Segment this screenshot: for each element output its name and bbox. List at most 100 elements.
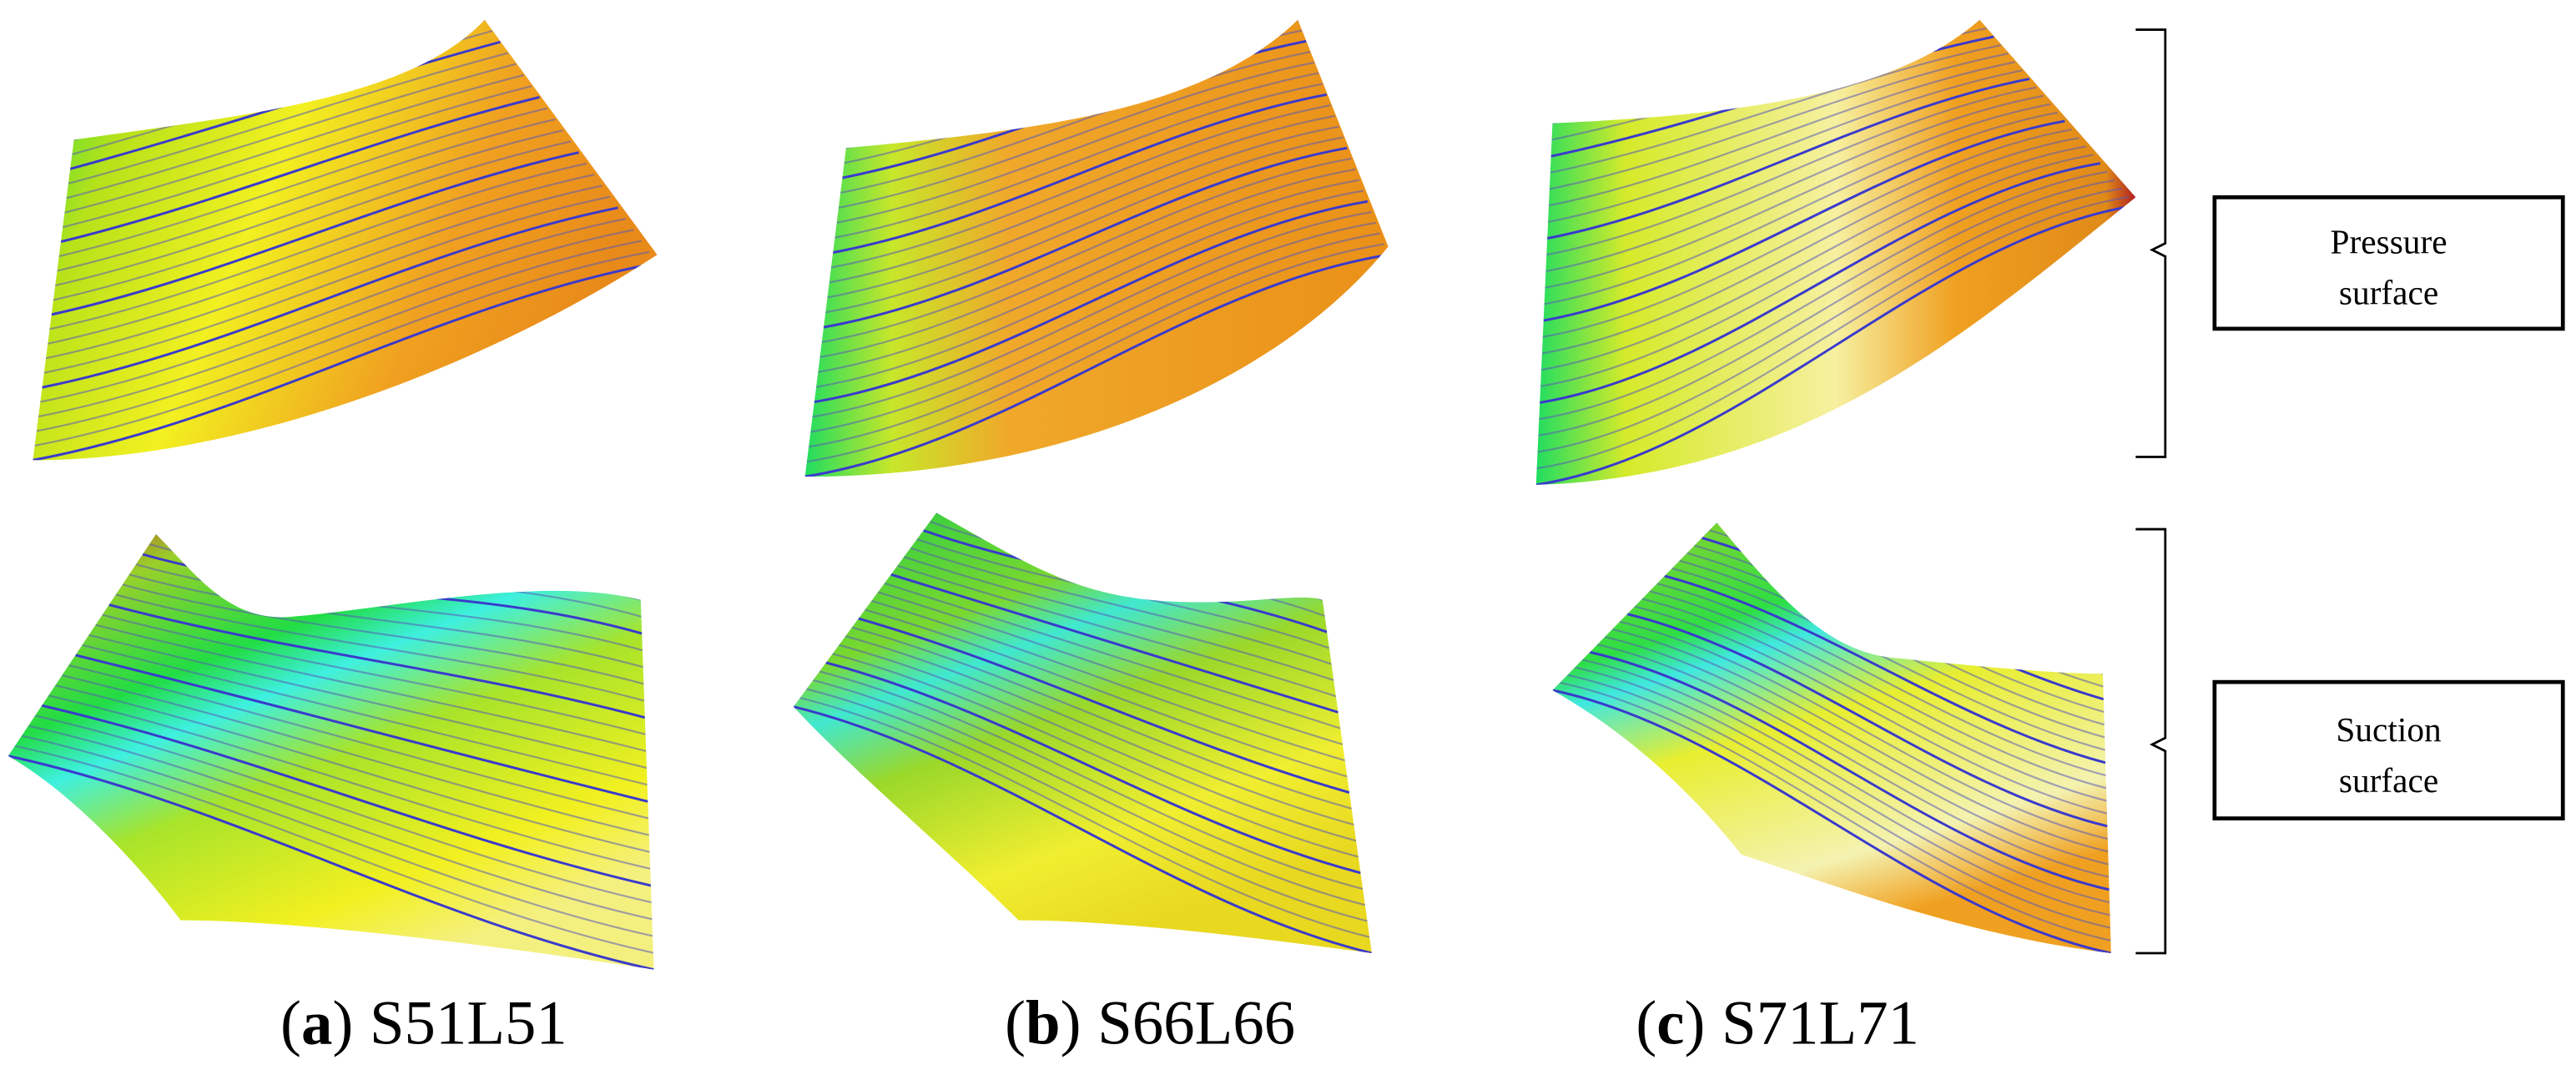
streamline: [823, 146, 1348, 329]
streamline: [1546, 78, 2030, 240]
streamline: [102, 613, 646, 735]
caption-paren: ): [332, 988, 353, 1057]
brace: [2135, 527, 2167, 955]
streamline: [829, 114, 1335, 284]
streamline: [1545, 94, 2044, 273]
streamline: [827, 125, 1339, 299]
streamline: [14, 744, 654, 954]
streamline: [1537, 187, 2122, 453]
surface-label: Suction: [2336, 710, 2442, 749]
streamline: [51, 151, 579, 316]
streamline: [832, 93, 1328, 255]
streamline: [1560, 681, 2111, 941]
streamline-group: [1535, 19, 2136, 485]
streamline: [1582, 659, 2110, 904]
caption: (a) S51L51: [280, 988, 567, 1057]
streamline: [1540, 145, 2087, 371]
streamline: [36, 240, 642, 432]
streamline: [806, 688, 1368, 922]
surface-label: surface: [2339, 273, 2438, 311]
streamline: [1596, 644, 2110, 878]
streamline: [1545, 103, 2051, 289]
streamline: [821, 158, 1352, 344]
surface-label: Pressure: [2331, 222, 2447, 260]
streamline: [8, 755, 654, 970]
streamline: [865, 608, 1348, 778]
streamline: [839, 644, 1357, 842]
streamline: [1549, 53, 2009, 190]
caption: (b) S66L66: [1005, 988, 1295, 1057]
caption-paren: (: [1005, 988, 1026, 1057]
streamline: [1539, 170, 2108, 421]
streamline: [43, 195, 611, 374]
streamline: [48, 174, 595, 345]
streamline: [45, 184, 602, 360]
streamline: [804, 253, 1389, 477]
streamline: [34, 714, 652, 904]
streamline: [897, 564, 1337, 698]
streamline: [1656, 583, 2106, 777]
streamline: [1649, 590, 2107, 790]
streamline: [1664, 574, 2106, 765]
streamline: [1604, 636, 2109, 866]
streamline: [1546, 86, 2037, 256]
streamline: [1619, 620, 2109, 840]
caption-name: S51L51: [370, 988, 567, 1057]
streamline: [871, 599, 1345, 762]
streamline: [40, 218, 627, 403]
streamline: [839, 51, 1311, 194]
streamline: [834, 83, 1323, 239]
streamline: [832, 653, 1359, 858]
streamline: [75, 654, 648, 803]
streamline: [1544, 111, 2059, 305]
streamline: [830, 104, 1331, 269]
streamline: [68, 52, 509, 184]
streamline: [890, 573, 1339, 714]
streamline: [818, 179, 1360, 373]
caption-paren: (: [1636, 988, 1656, 1057]
streamline: [819, 168, 1356, 358]
streamline: [825, 136, 1343, 314]
streamline: [68, 664, 649, 820]
caption-name: S66L66: [1097, 988, 1295, 1057]
streamline: [1589, 650, 2110, 891]
streamline: [53, 140, 572, 301]
streamline: [129, 573, 643, 669]
streamline: [66, 63, 517, 199]
streamline: [799, 697, 1370, 938]
streamline: [1552, 689, 2111, 953]
streamline: [1538, 179, 2115, 437]
streamline: [33, 261, 658, 461]
streamline: [1611, 628, 2109, 853]
streamline: [62, 674, 650, 836]
streamline: [1575, 666, 2110, 916]
blade: [8, 533, 654, 970]
streamline: [819, 670, 1364, 891]
streamline: [21, 734, 653, 937]
streamline: [806, 243, 1384, 463]
streamline: [155, 533, 642, 601]
streamline: [1542, 129, 2073, 338]
streamline: [122, 583, 644, 685]
streamline: [60, 96, 540, 244]
label-box: [2212, 195, 2565, 331]
caption-paren: ): [1685, 988, 1706, 1057]
streamline: [58, 107, 548, 258]
streamline: [62, 85, 532, 229]
streamline: [1547, 69, 2023, 223]
streamline: [1543, 119, 2065, 322]
caption-paren: (: [280, 988, 301, 1057]
streamline: [825, 661, 1361, 875]
streamline: [812, 679, 1366, 906]
blade: [33, 19, 658, 461]
streamline: [41, 704, 652, 887]
streamline: [838, 61, 1315, 209]
surface-label: surface: [2339, 761, 2438, 800]
streamline: [836, 72, 1319, 224]
streamline: [1550, 44, 2002, 174]
streamline: [1535, 204, 2136, 485]
streamline: [815, 189, 1364, 388]
streamline: [808, 232, 1380, 448]
streamline: [877, 591, 1343, 745]
